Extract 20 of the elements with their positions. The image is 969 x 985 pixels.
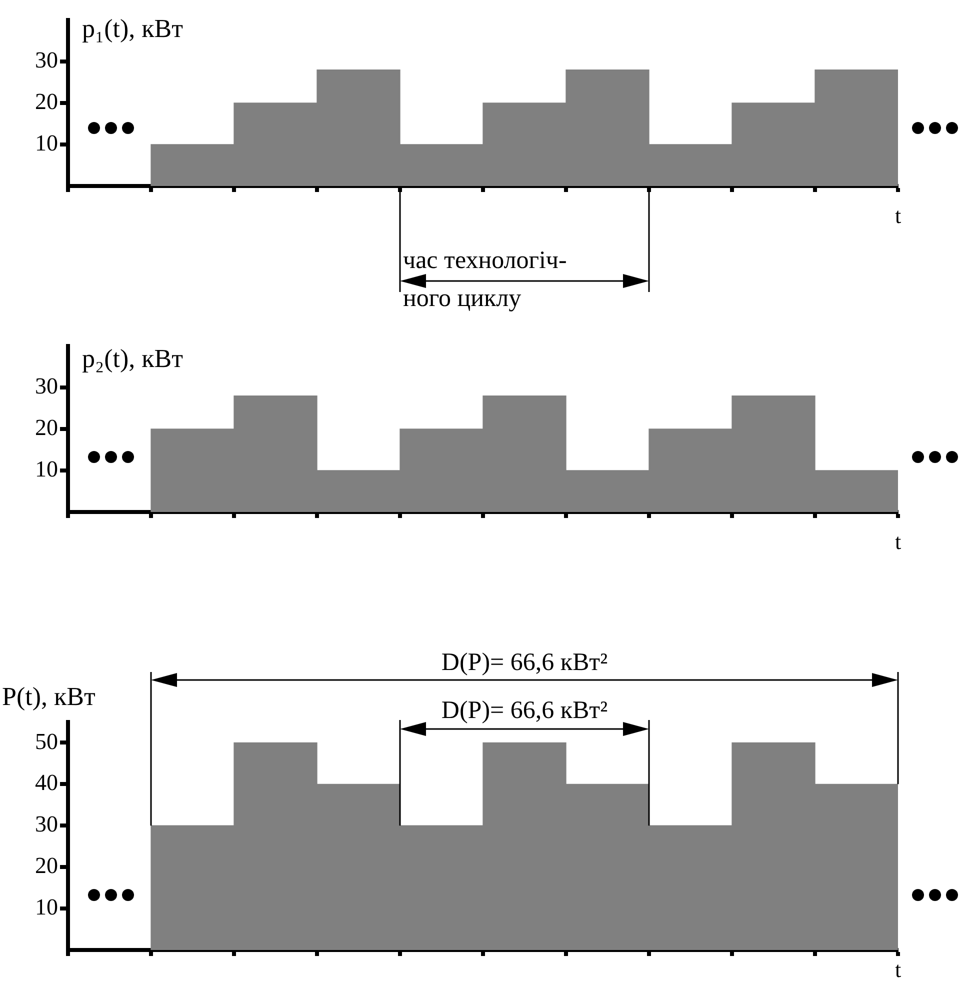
x-axis-title: t (894, 528, 902, 554)
x-axis-title: t (894, 956, 902, 982)
text: D(P)= 66,6 кВт² (441, 649, 608, 676)
y-tick-label: 40 (35, 770, 58, 796)
y-tick-label: 10 (35, 130, 58, 156)
y-axis-title: p₁(t), кВт (82, 14, 183, 43)
y-tick-label: 20 (35, 415, 58, 440)
y-tick-label: 30 (35, 812, 58, 837)
y-tick-label: 20 (35, 853, 58, 878)
y-tick-label: 10 (35, 456, 58, 482)
annotation: D(P)= 66,6 кВт² (441, 697, 608, 724)
y-axis-title: P(t), кВт (2, 682, 96, 711)
y-axis-title: p₂(t), кВт (82, 344, 183, 373)
x-axis-title: t (894, 202, 902, 228)
y-tick-label: 10 (35, 894, 58, 920)
y-tick-label: 30 (35, 48, 58, 73)
text: час технологіч- ного циклу (403, 247, 567, 312)
y-tick-label: 20 (35, 89, 58, 114)
y-tick-label: 30 (35, 374, 58, 399)
y-tick-label: 50 (35, 728, 58, 754)
